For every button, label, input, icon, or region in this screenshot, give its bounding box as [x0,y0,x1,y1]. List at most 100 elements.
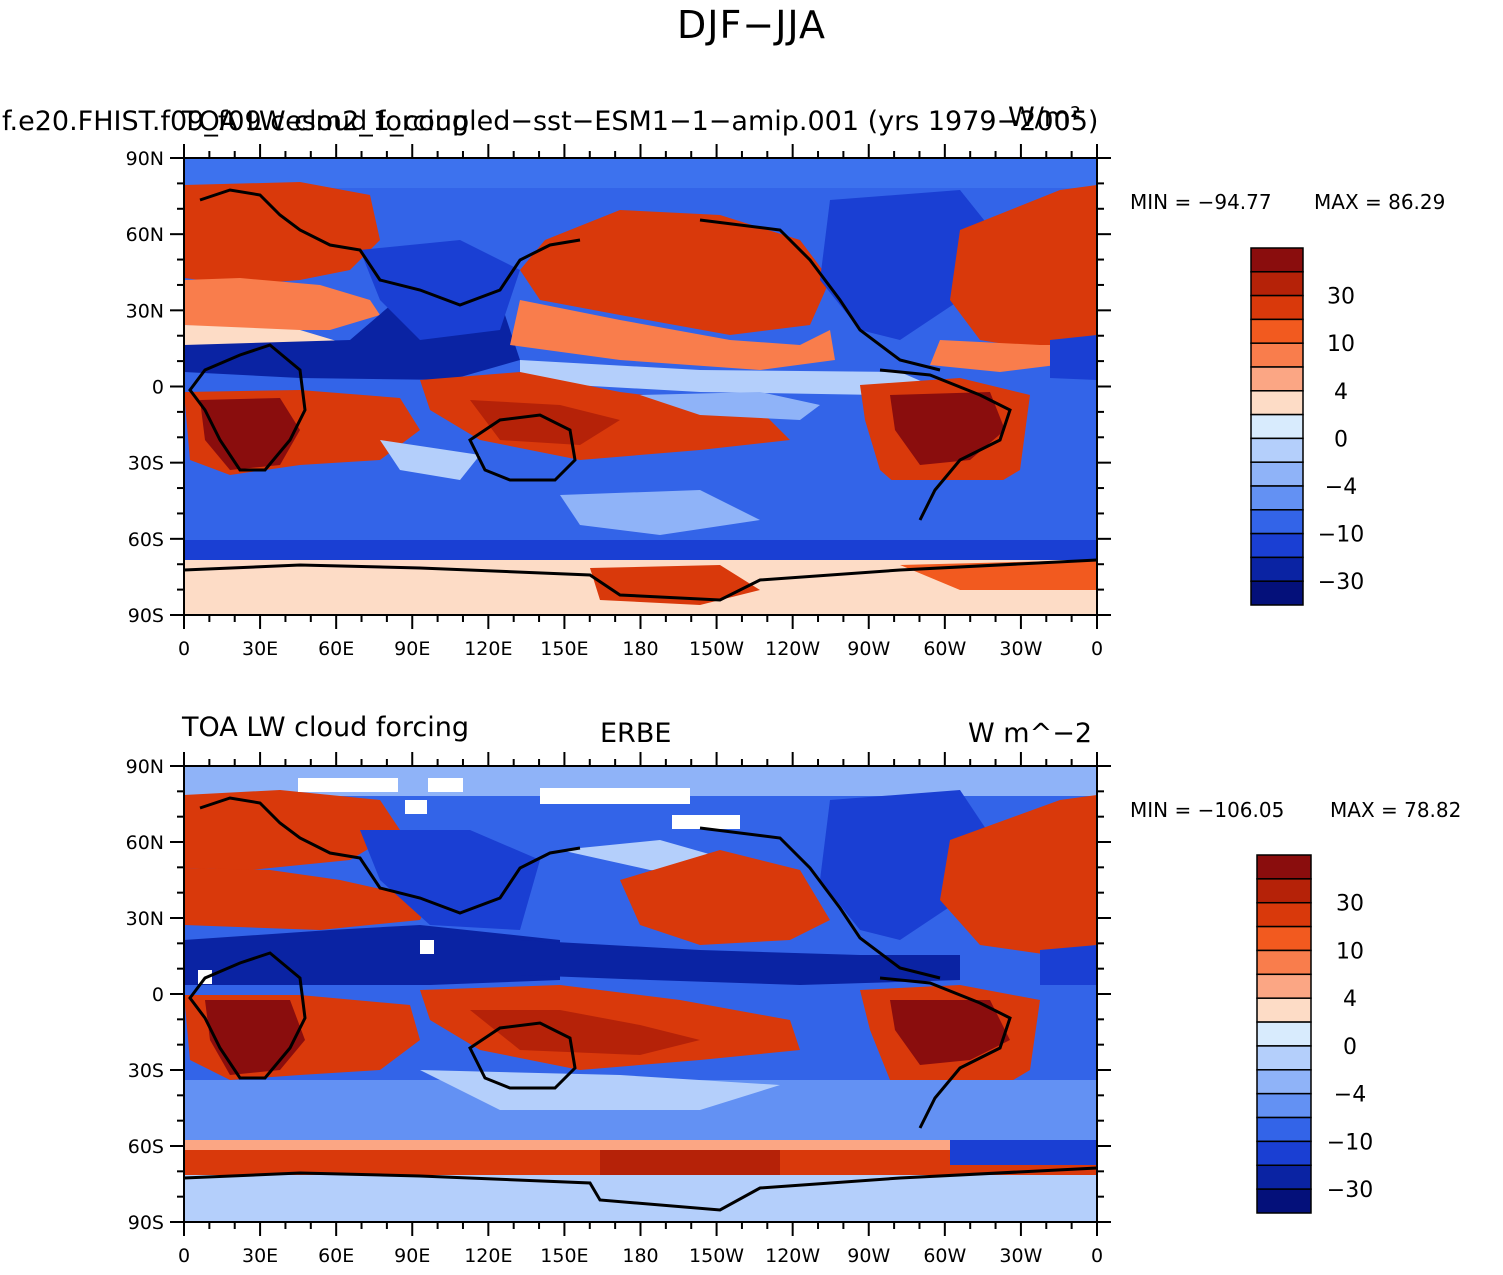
y-tick-label: 90S [128,605,164,627]
panel1-title-left: f.e20.FHIST.f09_f09.cesm2_1_coupled−sst−… [2,106,1099,137]
p2-asia-blue [360,830,540,930]
p1-sio-light [380,440,480,480]
y-tick-label: 60S [128,1136,164,1158]
colorbar-label: −10 [1327,1130,1373,1155]
colorbar-box [1256,1092,1312,1119]
p2-coast-africa [188,951,307,1080]
colorbar-box [1250,271,1304,297]
p2-antarctic-light [184,1175,1097,1222]
colorbar-label: −4 [1334,1083,1366,1108]
colorbar-box [1256,1021,1312,1047]
y-tick-label: 90N [126,148,164,170]
y-tick-label: 0 [152,984,164,1006]
colorbar-box [1250,294,1304,321]
p1-spac-light [560,490,760,535]
x-tick-label: 90W [847,638,890,660]
p1-trop-light [520,360,930,395]
p2-coast-samerica [879,976,1012,1129]
y-tick-label: 90N [126,756,164,778]
x-tick-label: 30W [999,638,1042,660]
x-tick-label: 30E [242,1245,278,1267]
x-tick-label: 0 [178,638,190,660]
colorbar-box [1256,1045,1312,1071]
x-tick-label: 120E [464,1245,512,1267]
p1-coast-samerica [879,368,1012,521]
colorbar-label: 4 [1343,987,1357,1012]
colorbar-label: −10 [1318,523,1364,548]
colorbar-box [1250,509,1304,535]
p2-africa-dark [205,1000,305,1075]
colorbar-box [1256,1116,1312,1143]
panel2-coastlines [183,796,1098,1212]
x-tick-label: 120W [765,1245,820,1267]
panel2-min-label: MIN = −106.05 [1130,798,1284,822]
colorbar-box [1250,532,1304,559]
colorbar-box [1250,580,1304,606]
panel1-title-units: W/m² [1008,102,1081,133]
p2-maritime-dark [470,1010,700,1055]
panel1-field [184,158,1097,615]
p1-africa-dark [200,398,300,470]
p1-trop-atl-blue [1050,335,1097,380]
colorbar-box [1250,437,1304,463]
x-tick-label: 120W [765,638,820,660]
p1-coast-antarctica [183,558,1098,602]
colorbar-box [1250,485,1304,511]
x-tick-label: 0 [1091,638,1103,660]
colorbar-label: 0 [1334,427,1348,452]
x-tick-label: 90E [394,638,430,660]
colorbar-box [1250,556,1304,582]
panel1-title-overlay: TOA LW cloud forcing [182,106,469,137]
p2-weddell-blue [950,1140,1097,1165]
colorbar-box [1256,1140,1312,1167]
panel2-field [184,766,1097,1222]
p2-indian-deep [184,925,560,985]
p2-trop-atl-blue [1040,945,1097,985]
colorbar-label: −30 [1327,1178,1373,1203]
panel2-max-label: MAX = 78.82 [1330,798,1461,822]
x-tick-label: 60E [318,1245,354,1267]
colorbar-box [1256,901,1312,928]
colorbar-box [1250,413,1304,440]
colorbar-label: −4 [1325,475,1357,500]
panel2-title-left: TOA LW cloud forcing [182,712,469,743]
x-tick-label: 180 [622,638,658,660]
y-tick-label: 30S [128,1060,164,1082]
x-tick-label: 30E [242,638,278,660]
x-tick-label: 120E [464,638,512,660]
p1-coast-africa [188,343,307,472]
p2-missing-3 [540,788,690,804]
x-tick-label: 30W [999,1245,1042,1267]
p2-missing-2 [428,778,463,792]
colorbar-box [1256,973,1312,999]
p2-missing-7 [420,940,434,954]
panel2-axes: 0 30E 60E 90E 120E 150E 180 150W 120W 90W 60W 30W 09… [126,752,1111,1267]
colorbar-box [1256,1069,1312,1095]
p2-coast-namerica [699,826,941,980]
colorbar-box [1250,366,1304,392]
x-tick-label: 180 [622,1245,658,1267]
x-tick-label: 150W [689,1245,744,1267]
colorbar-label: 30 [1336,892,1364,917]
colorbar-box [1250,247,1304,273]
y-tick-label: 30S [128,453,164,475]
p1-europe-orange [184,278,380,330]
panel1-coastlines [183,188,1098,602]
x-tick-label: 90W [847,1245,890,1267]
p1-npac-orange [510,300,835,370]
x-tick-label: 150W [689,638,744,660]
p2-natl-red [940,795,1097,955]
x-tick-label: 150E [540,638,588,660]
p1-coast-namerica [699,218,941,372]
colorbar-box [1250,461,1304,487]
p2-so-light [184,1140,1097,1150]
x-tick-label: 60W [923,638,966,660]
x-tick-label: 0 [1091,1245,1103,1267]
p2-missing-1 [298,778,398,792]
panel1-colorbar: 30 10 4 0 −4 −10 −30 [1250,247,1364,606]
colorbar-box [1256,854,1312,880]
colorbar-box [1256,878,1312,904]
p2-mideast-red [184,868,430,930]
colorbar-label: 30 [1327,285,1355,310]
